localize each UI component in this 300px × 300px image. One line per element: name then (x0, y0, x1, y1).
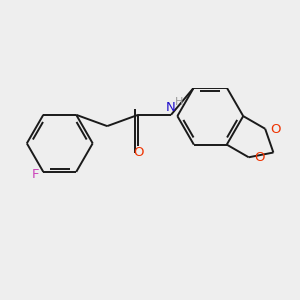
Text: F: F (31, 168, 39, 181)
Text: H: H (175, 97, 184, 107)
Text: O: O (254, 152, 264, 164)
Text: O: O (270, 123, 281, 136)
Text: O: O (134, 146, 144, 159)
Text: N: N (166, 101, 175, 114)
